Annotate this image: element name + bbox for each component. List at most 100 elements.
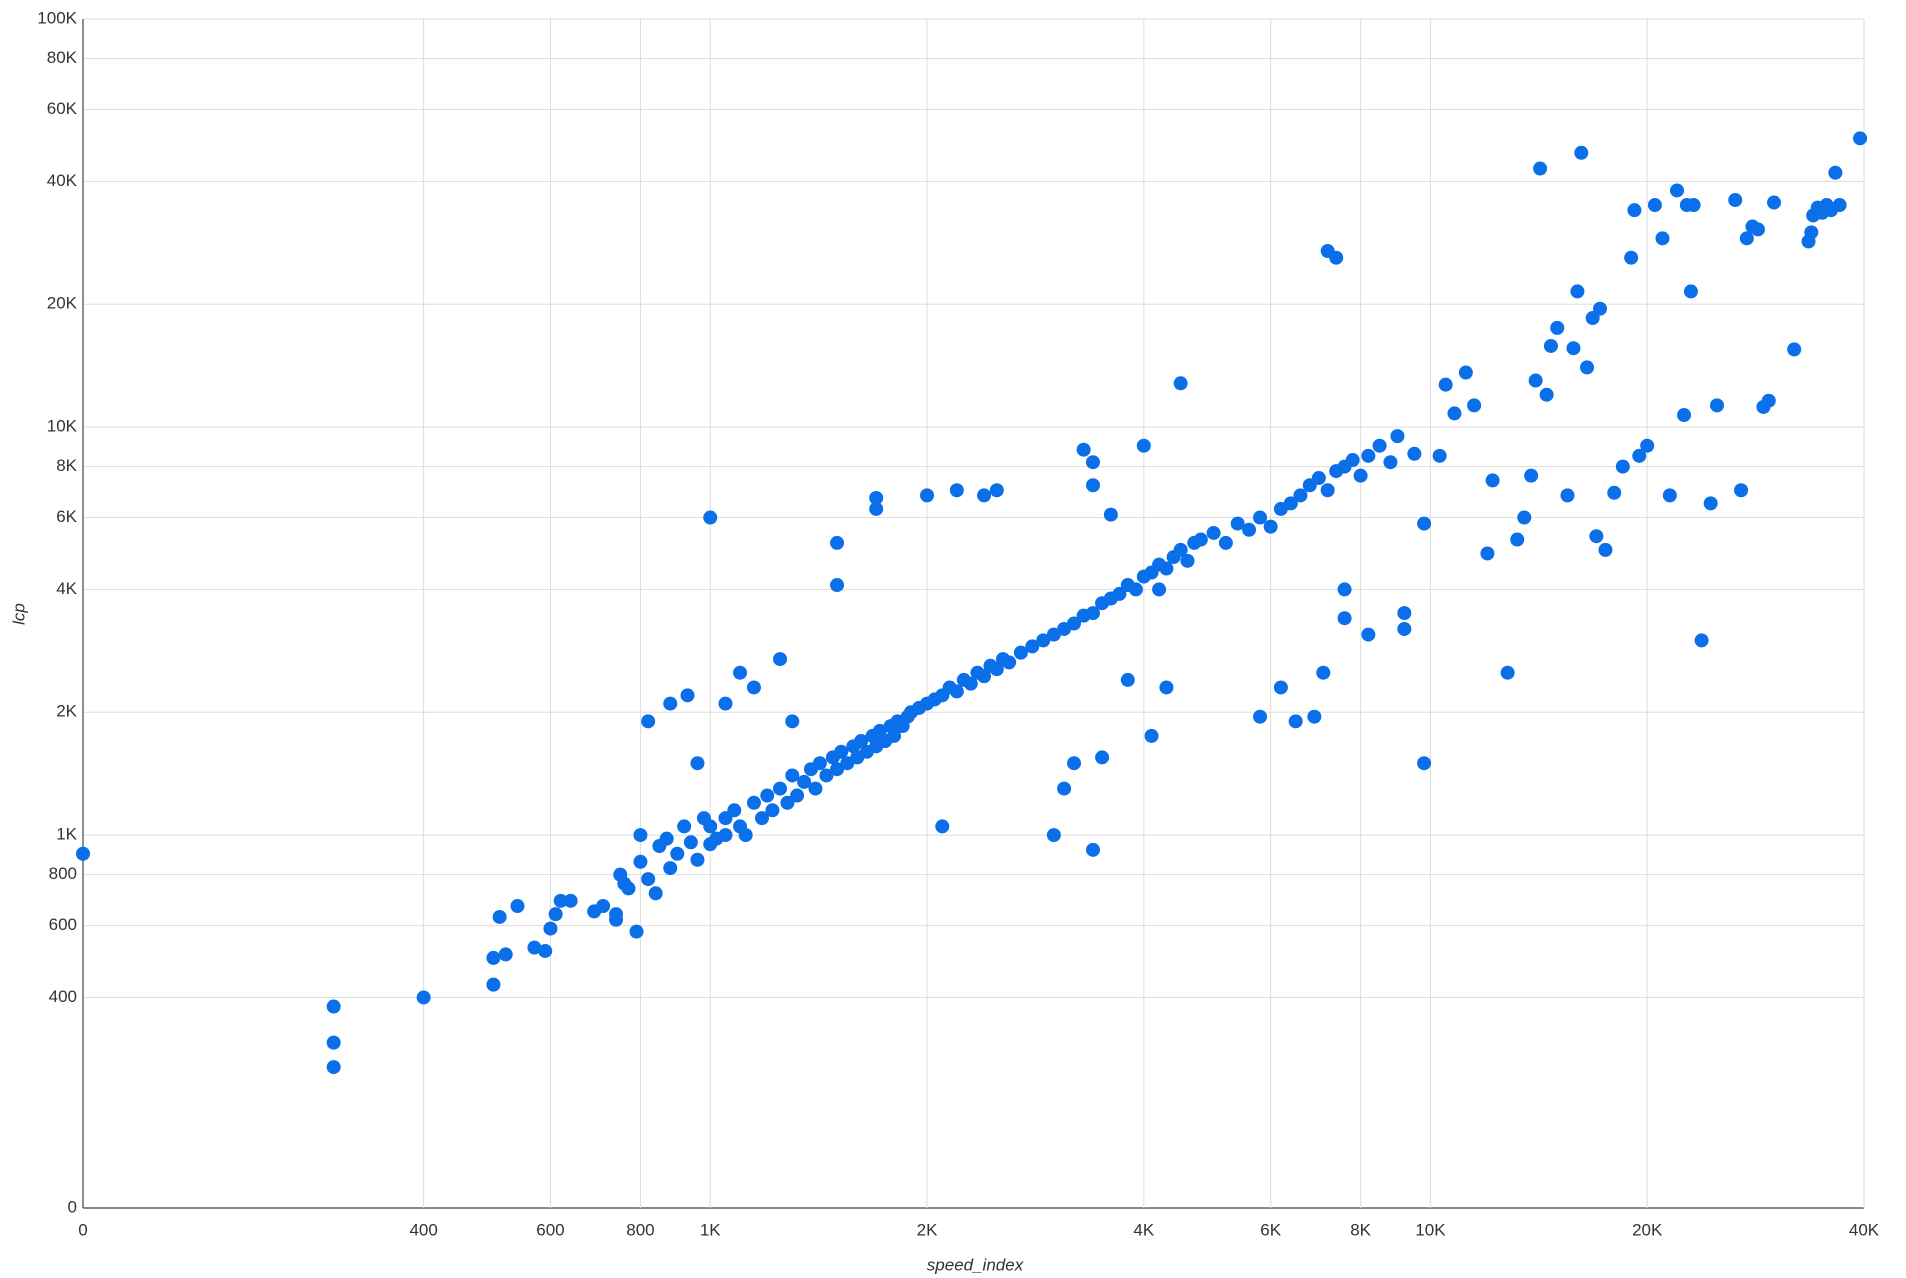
- scatter-point: [1057, 781, 1072, 796]
- scatter-point: [989, 483, 1004, 498]
- scatter-point: [677, 819, 692, 834]
- x-tick-label: 0: [78, 1220, 87, 1239]
- scatter-point: [641, 714, 656, 729]
- scatter-point: [1372, 438, 1387, 453]
- scatter-point: [1242, 522, 1257, 537]
- scatter-point: [326, 1060, 341, 1075]
- scatter-point: [629, 924, 644, 939]
- scatter-point: [1417, 756, 1432, 771]
- scatter-point: [754, 811, 769, 826]
- scatter-point: [543, 921, 558, 936]
- scatter-point: [949, 483, 964, 498]
- scatter-point: [1002, 655, 1017, 670]
- scatter-point: [1263, 519, 1278, 534]
- scatter-point: [1438, 377, 1453, 392]
- scatter-point: [977, 488, 992, 503]
- scatter-point: [1361, 627, 1376, 642]
- scatter-point: [416, 990, 431, 1005]
- scatter-point: [1144, 728, 1159, 743]
- scatter-point: [1517, 510, 1532, 525]
- scatter-point: [1709, 398, 1724, 413]
- scatter-point: [1566, 341, 1581, 356]
- scatter-point: [819, 768, 834, 783]
- scatter-point: [1417, 516, 1432, 531]
- scatter-point: [1767, 195, 1782, 210]
- scatter-point: [1598, 542, 1613, 557]
- scatter-point: [1173, 376, 1188, 391]
- scatter-point: [830, 535, 845, 550]
- scatter-point: [1103, 507, 1118, 522]
- y-tick-label: 600: [49, 915, 77, 934]
- scatter-point: [1407, 446, 1422, 461]
- scatter-point: [1152, 582, 1167, 597]
- scatter-point: [1467, 398, 1482, 413]
- scatter-point: [1206, 525, 1221, 540]
- scatter-point: [1510, 532, 1525, 547]
- scatter-point: [830, 762, 845, 777]
- scatter-point: [785, 714, 800, 729]
- scatter-point: [1337, 611, 1352, 626]
- scatter-point: [1173, 542, 1188, 557]
- scatter-point: [854, 734, 869, 749]
- scatter-point: [486, 950, 501, 965]
- y-tick-label: 400: [49, 987, 77, 1006]
- scatter-point: [1655, 231, 1670, 246]
- scatter-point: [326, 1035, 341, 1050]
- scatter-point: [1067, 756, 1082, 771]
- scatter-point: [703, 819, 718, 834]
- scatter-point: [1128, 582, 1143, 597]
- scatter-point: [1694, 633, 1709, 648]
- x-tick-label: 8K: [1350, 1220, 1371, 1239]
- scatter-point: [492, 909, 507, 924]
- scatter-point: [633, 828, 648, 843]
- y-tick-label: 10K: [47, 417, 78, 436]
- scatter-point: [727, 803, 742, 818]
- scatter-point: [1320, 483, 1335, 498]
- scatter-point: [1046, 828, 1061, 843]
- scatter-point: [641, 872, 656, 887]
- scatter-point: [887, 728, 902, 743]
- scatter-point: [1739, 231, 1754, 246]
- scatter-point: [680, 688, 695, 703]
- scatter-point: [1345, 453, 1360, 468]
- scatter-point: [1560, 488, 1575, 503]
- scatter-point: [963, 676, 978, 691]
- scatter-point: [633, 854, 648, 869]
- y-tick-label: 800: [49, 864, 77, 883]
- scatter-point: [326, 999, 341, 1014]
- x-tick-label: 1K: [700, 1220, 721, 1239]
- scatter-point: [1447, 406, 1462, 421]
- scatter-point: [596, 899, 611, 914]
- scatter-point: [746, 795, 761, 810]
- scatter-point: [1670, 183, 1685, 198]
- scatter-point: [1046, 627, 1061, 642]
- x-tick-label: 10K: [1415, 1220, 1446, 1239]
- scatter-point: [76, 846, 90, 861]
- scatter-point: [977, 669, 992, 684]
- scatter-point: [1570, 284, 1585, 299]
- scatter-point: [1640, 438, 1655, 453]
- scatter-point: [683, 835, 698, 850]
- scatter-point: [553, 893, 568, 908]
- scatter-point: [670, 846, 685, 861]
- scatter-point: [1253, 709, 1268, 724]
- scatter-point: [690, 756, 705, 771]
- scatter-point: [765, 803, 780, 818]
- y-tick-label: 6K: [56, 507, 77, 526]
- scatter-point: [1828, 165, 1843, 180]
- scatter-point: [1361, 448, 1376, 463]
- scatter-point: [1589, 529, 1604, 544]
- scatter-point: [1627, 203, 1642, 218]
- x-tick-label: 600: [536, 1220, 564, 1239]
- x-tick-label: 4K: [1133, 1220, 1154, 1239]
- x-tick-label: 40K: [1849, 1220, 1880, 1239]
- scatter-point: [1703, 496, 1718, 511]
- scatter-point: [1580, 360, 1595, 375]
- scatter-point: [1273, 680, 1288, 695]
- scatter-point: [663, 861, 678, 876]
- scatter-point: [1574, 145, 1589, 160]
- scatter-point: [785, 768, 800, 783]
- scatter-point: [1159, 680, 1174, 695]
- scatter-point: [1533, 161, 1548, 176]
- scatter-point: [548, 907, 563, 922]
